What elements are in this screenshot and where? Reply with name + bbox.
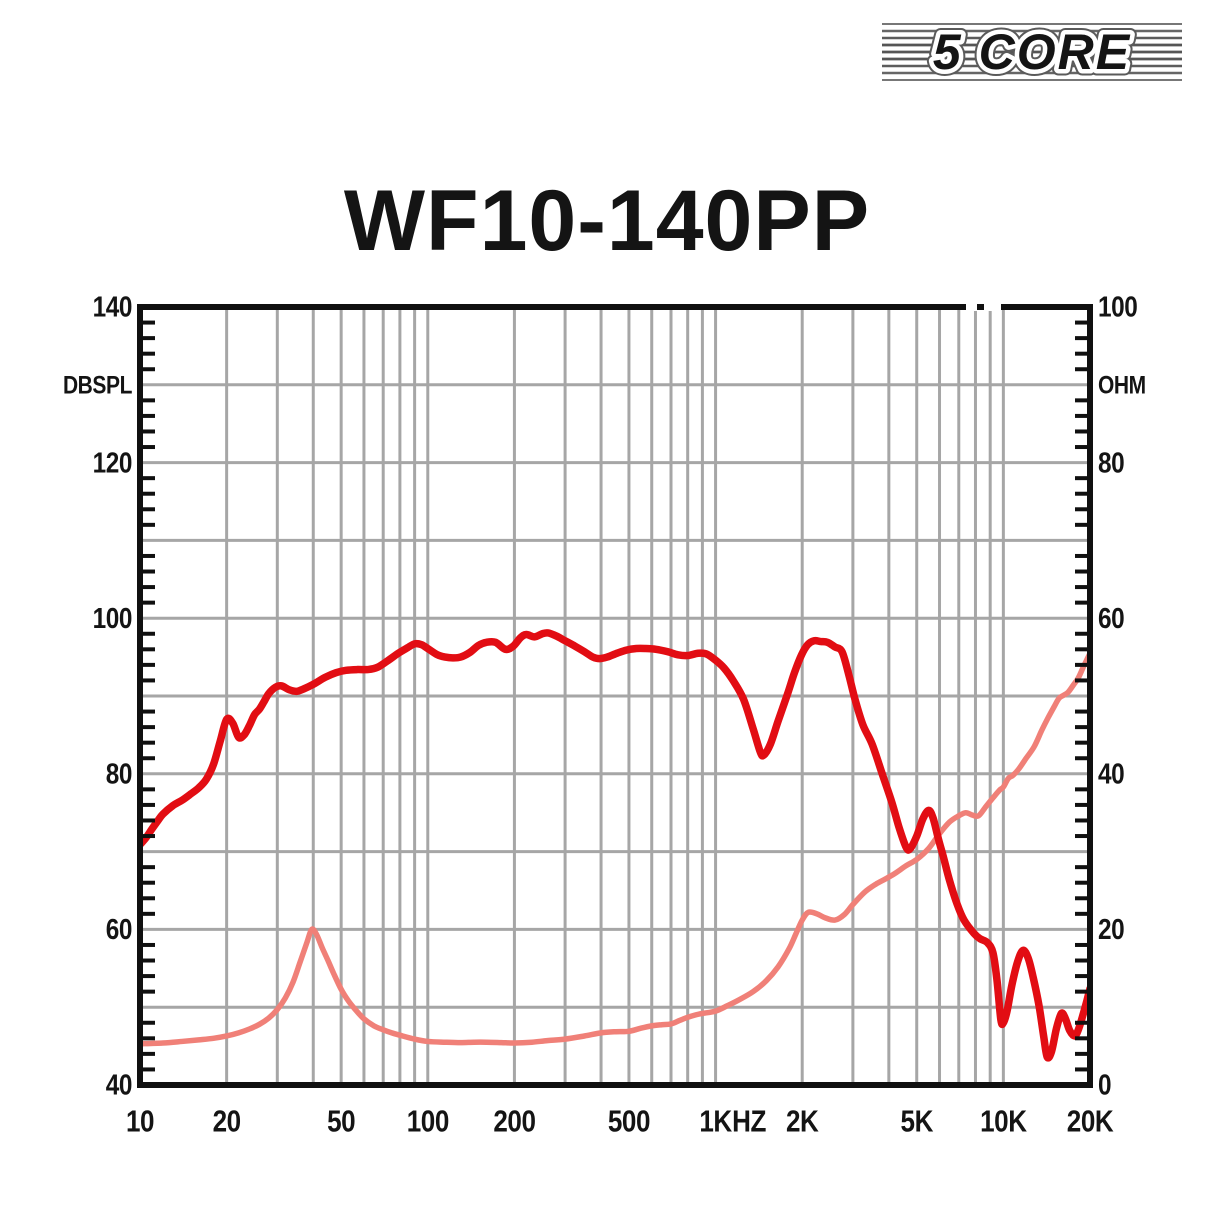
x-axis-unit-label: HZ	[732, 1105, 766, 1140]
plot-border	[137, 304, 1093, 1088]
y-left-axis-label: DBSPL	[63, 371, 132, 399]
y-right-tick-label: 80	[1098, 446, 1124, 478]
logo-stripes	[882, 23, 1182, 81]
x-tick-label: 500	[608, 1105, 650, 1140]
x-tick-label: 200	[493, 1105, 535, 1140]
y-left-tick-label: 80	[106, 758, 132, 790]
y-right-axis-label: OHM	[1098, 371, 1146, 399]
x-tick-label: 5K	[901, 1105, 934, 1140]
y-right-axis-label: OHM	[1098, 371, 1146, 399]
x-tick-label: 2K	[786, 1105, 819, 1140]
top-border-gap	[966, 303, 977, 311]
y-right-tick-label: 60	[1098, 602, 1125, 634]
y-right-tick-label: 100	[1098, 291, 1138, 323]
brand-logo-text: 5 CORE	[933, 24, 1131, 80]
x-axis-unit-label: HZ	[732, 1105, 766, 1140]
y-left-tick-label: 100	[93, 602, 132, 634]
y-left-tick-label: 80	[106, 758, 133, 790]
y-right-tick-label: 20	[1098, 913, 1125, 945]
spl-curve	[140, 629, 1090, 1062]
y-left-tick-label: 140	[93, 291, 132, 323]
y-right-tick-label: 80	[1098, 446, 1125, 478]
x-tick-label: 100	[407, 1105, 449, 1140]
x-tick-label: 20K	[1067, 1105, 1114, 1140]
x-tick-label: 20	[213, 1105, 241, 1140]
y-left-tick-label: 100	[93, 602, 133, 634]
x-tick-label: 10K	[980, 1105, 1027, 1140]
x-tick-label: 20	[213, 1105, 242, 1140]
brand-logo: 5 CORE 5 CORE	[882, 18, 1182, 87]
x-tick-label: 1K	[699, 1105, 732, 1140]
gridlines	[140, 307, 1090, 1085]
curves	[140, 629, 1090, 1062]
product-title: WF10-140PP	[343, 173, 871, 269]
y-left-tick-label: 140	[93, 291, 133, 323]
x-tick-label: 500	[608, 1105, 651, 1140]
x-tick-label: 1K	[699, 1105, 733, 1140]
y-right-tick-label: 20	[1098, 913, 1124, 945]
y-left-tick-label: 60	[106, 913, 132, 945]
x-tick-label: 10	[126, 1105, 155, 1140]
x-tick-label: 5K	[901, 1105, 935, 1140]
y-right-tick-label: 0	[1098, 1069, 1111, 1101]
x-tick-label: 2K	[786, 1105, 820, 1140]
impedance-curve	[140, 650, 1090, 1047]
y-left-tick-label: 120	[93, 446, 133, 478]
y-left-tick-label: 40	[106, 1069, 133, 1101]
x-tick-label: 200	[493, 1105, 536, 1140]
x-tick-label: 100	[407, 1105, 450, 1140]
y-left-tick-label: 40	[106, 1069, 132, 1101]
minor-ticks	[143, 320, 1087, 1072]
y-left-tick-label: 60	[106, 913, 133, 945]
x-tick-label: 20K	[1067, 1105, 1115, 1140]
x-tick-label: 10	[126, 1105, 154, 1140]
y-right-tick-label: 0	[1098, 1069, 1112, 1101]
y-right-tick-label: 40	[1098, 758, 1125, 790]
y-left-tick-label: 120	[93, 446, 132, 478]
y-right-tick-label: 60	[1098, 602, 1124, 634]
y-right-tick-label: 100	[1098, 291, 1137, 323]
top-border-gap	[984, 303, 1001, 311]
x-tick-label: 50	[327, 1105, 356, 1140]
y-left-axis-label: DBSPL	[63, 371, 133, 399]
x-tick-label: 10K	[980, 1105, 1028, 1140]
y-right-tick-label: 40	[1098, 758, 1124, 790]
brand-logo-text-outline: 5 CORE	[933, 24, 1131, 80]
x-tick-label: 50	[327, 1105, 355, 1140]
